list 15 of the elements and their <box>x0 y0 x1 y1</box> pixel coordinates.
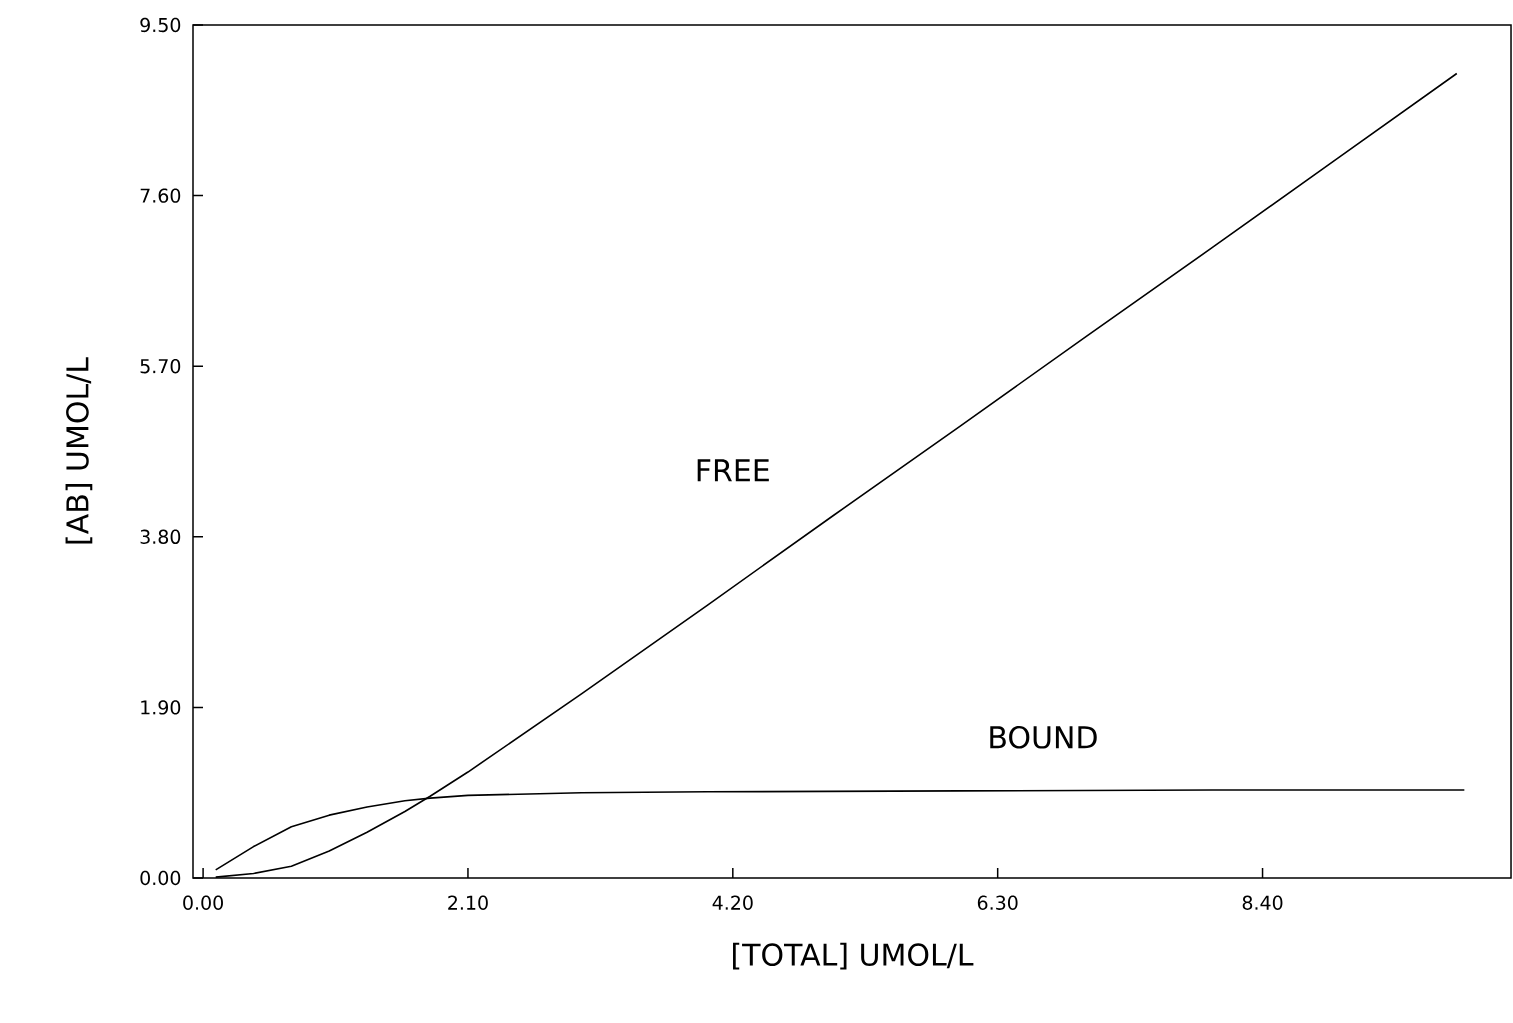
y-tick-label: 9.50 <box>140 17 181 33</box>
text: FREE <box>697 459 769 482</box>
y-tick-label: 5.70 <box>140 359 181 374</box>
y-tick-label: 3.80 <box>140 529 181 544</box>
y-tick-label: 7.60 <box>140 188 181 203</box>
y-tick-label: 1.90 <box>141 700 181 715</box>
x-tick-label: 0.00 <box>183 895 223 910</box>
series-label: BOUND <box>990 725 1097 749</box>
y-tick-label: 0.00 <box>140 870 181 886</box>
x-axis-title: [TOTAL] UMOL/L <box>733 942 974 970</box>
x-tick-label: 4.20 <box>712 895 753 910</box>
x-tick-label: 8.40 <box>1242 895 1283 910</box>
x-tick-label: 6.30 <box>977 895 1018 910</box>
x-tick-label: 2.10 <box>448 895 488 910</box>
y-axis-title: [AB] UMOL/L <box>65 357 93 544</box>
